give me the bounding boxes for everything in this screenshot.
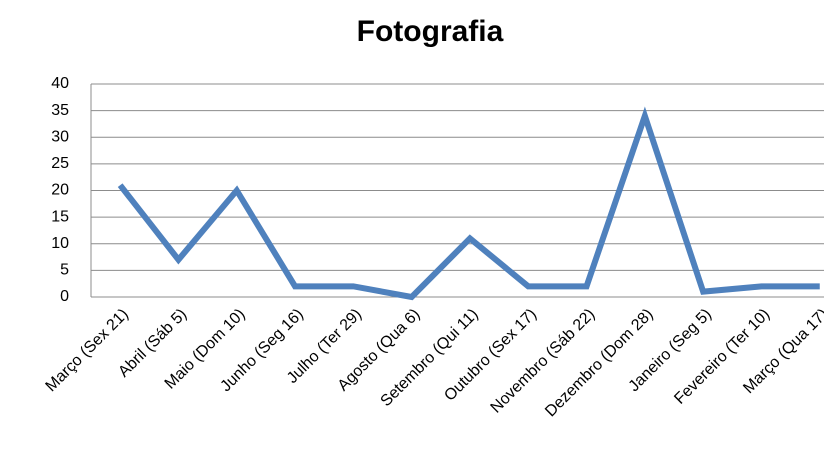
x-tick-label: Março (Sex 21) bbox=[43, 306, 132, 395]
x-tick-label: Setembro (Qui 11) bbox=[378, 306, 482, 410]
y-tick-label: 20 bbox=[51, 182, 69, 199]
line-series bbox=[117, 106, 820, 301]
y-tick-label: 25 bbox=[51, 155, 69, 172]
y-tick-label: 5 bbox=[60, 262, 69, 279]
y-tick-label: 40 bbox=[51, 75, 69, 92]
y-tick-label: 35 bbox=[51, 102, 69, 119]
chart-title: Fotografia bbox=[357, 15, 504, 48]
y-tick-label: 15 bbox=[51, 208, 69, 225]
y-tick-label: 0 bbox=[60, 288, 69, 305]
x-tick-label: Dezembro (Dom 28) bbox=[542, 306, 657, 421]
y-tick-label: 30 bbox=[51, 128, 69, 145]
y-tick-label: 10 bbox=[51, 235, 69, 252]
x-tick-label: Novembro (Sáb 22) bbox=[488, 306, 599, 417]
